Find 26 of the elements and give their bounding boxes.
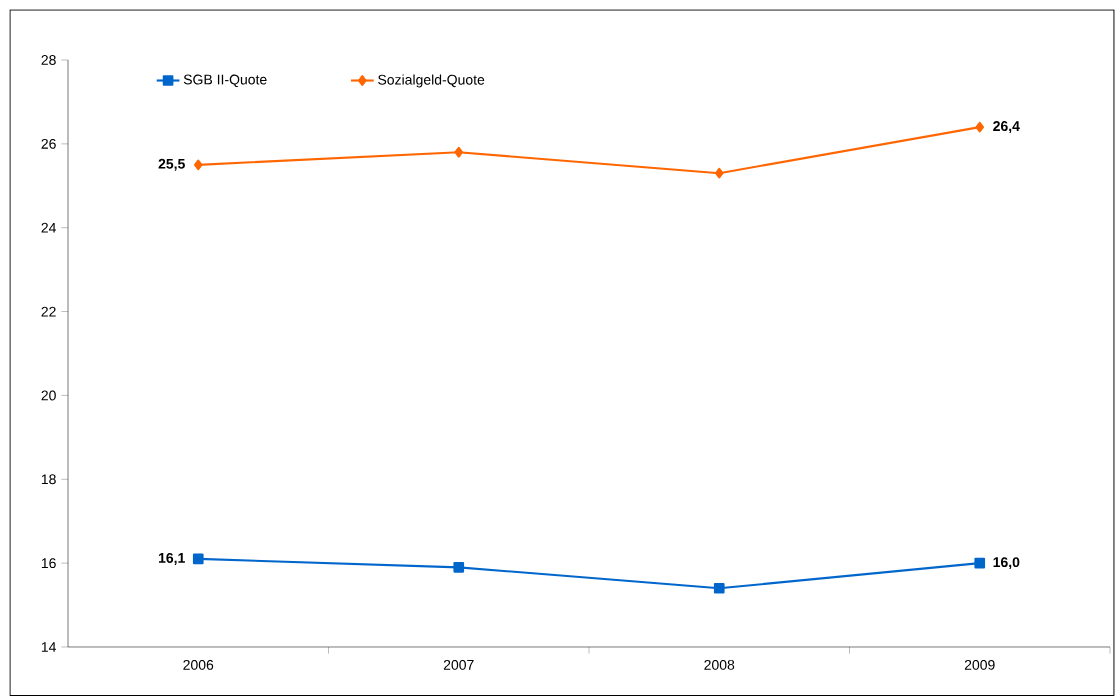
y-tick-label: 22 xyxy=(41,306,56,317)
y-tick-label: 26 xyxy=(41,138,56,149)
data-label: 25,5 xyxy=(158,158,185,171)
x-tick-label: 2008 xyxy=(704,659,735,670)
x-tick-label: 2009 xyxy=(964,659,995,670)
point xyxy=(453,561,465,573)
y-tick-label: 20 xyxy=(41,390,56,401)
x-tick-label: 2006 xyxy=(183,659,214,670)
point xyxy=(975,121,985,133)
point xyxy=(713,582,725,594)
point xyxy=(714,167,724,179)
point xyxy=(974,557,986,569)
data-label: 16,0 xyxy=(993,557,1020,570)
legend-label: Sozialgeld-Quote xyxy=(378,74,485,88)
y-tick-label: 16 xyxy=(41,558,56,569)
point xyxy=(454,146,464,158)
point xyxy=(192,553,204,565)
y-tick-label: 18 xyxy=(41,474,56,485)
data-label: 16,1 xyxy=(158,552,185,565)
y-tick-label: 28 xyxy=(41,55,56,65)
legend-label: SGB II-Quote xyxy=(183,74,267,87)
y-tick-label: 24 xyxy=(41,222,56,233)
point xyxy=(193,159,203,171)
data-label: 26,4 xyxy=(993,121,1020,134)
x-tick-label: 2007 xyxy=(443,659,474,670)
y-tick-label: 14 xyxy=(41,642,56,652)
